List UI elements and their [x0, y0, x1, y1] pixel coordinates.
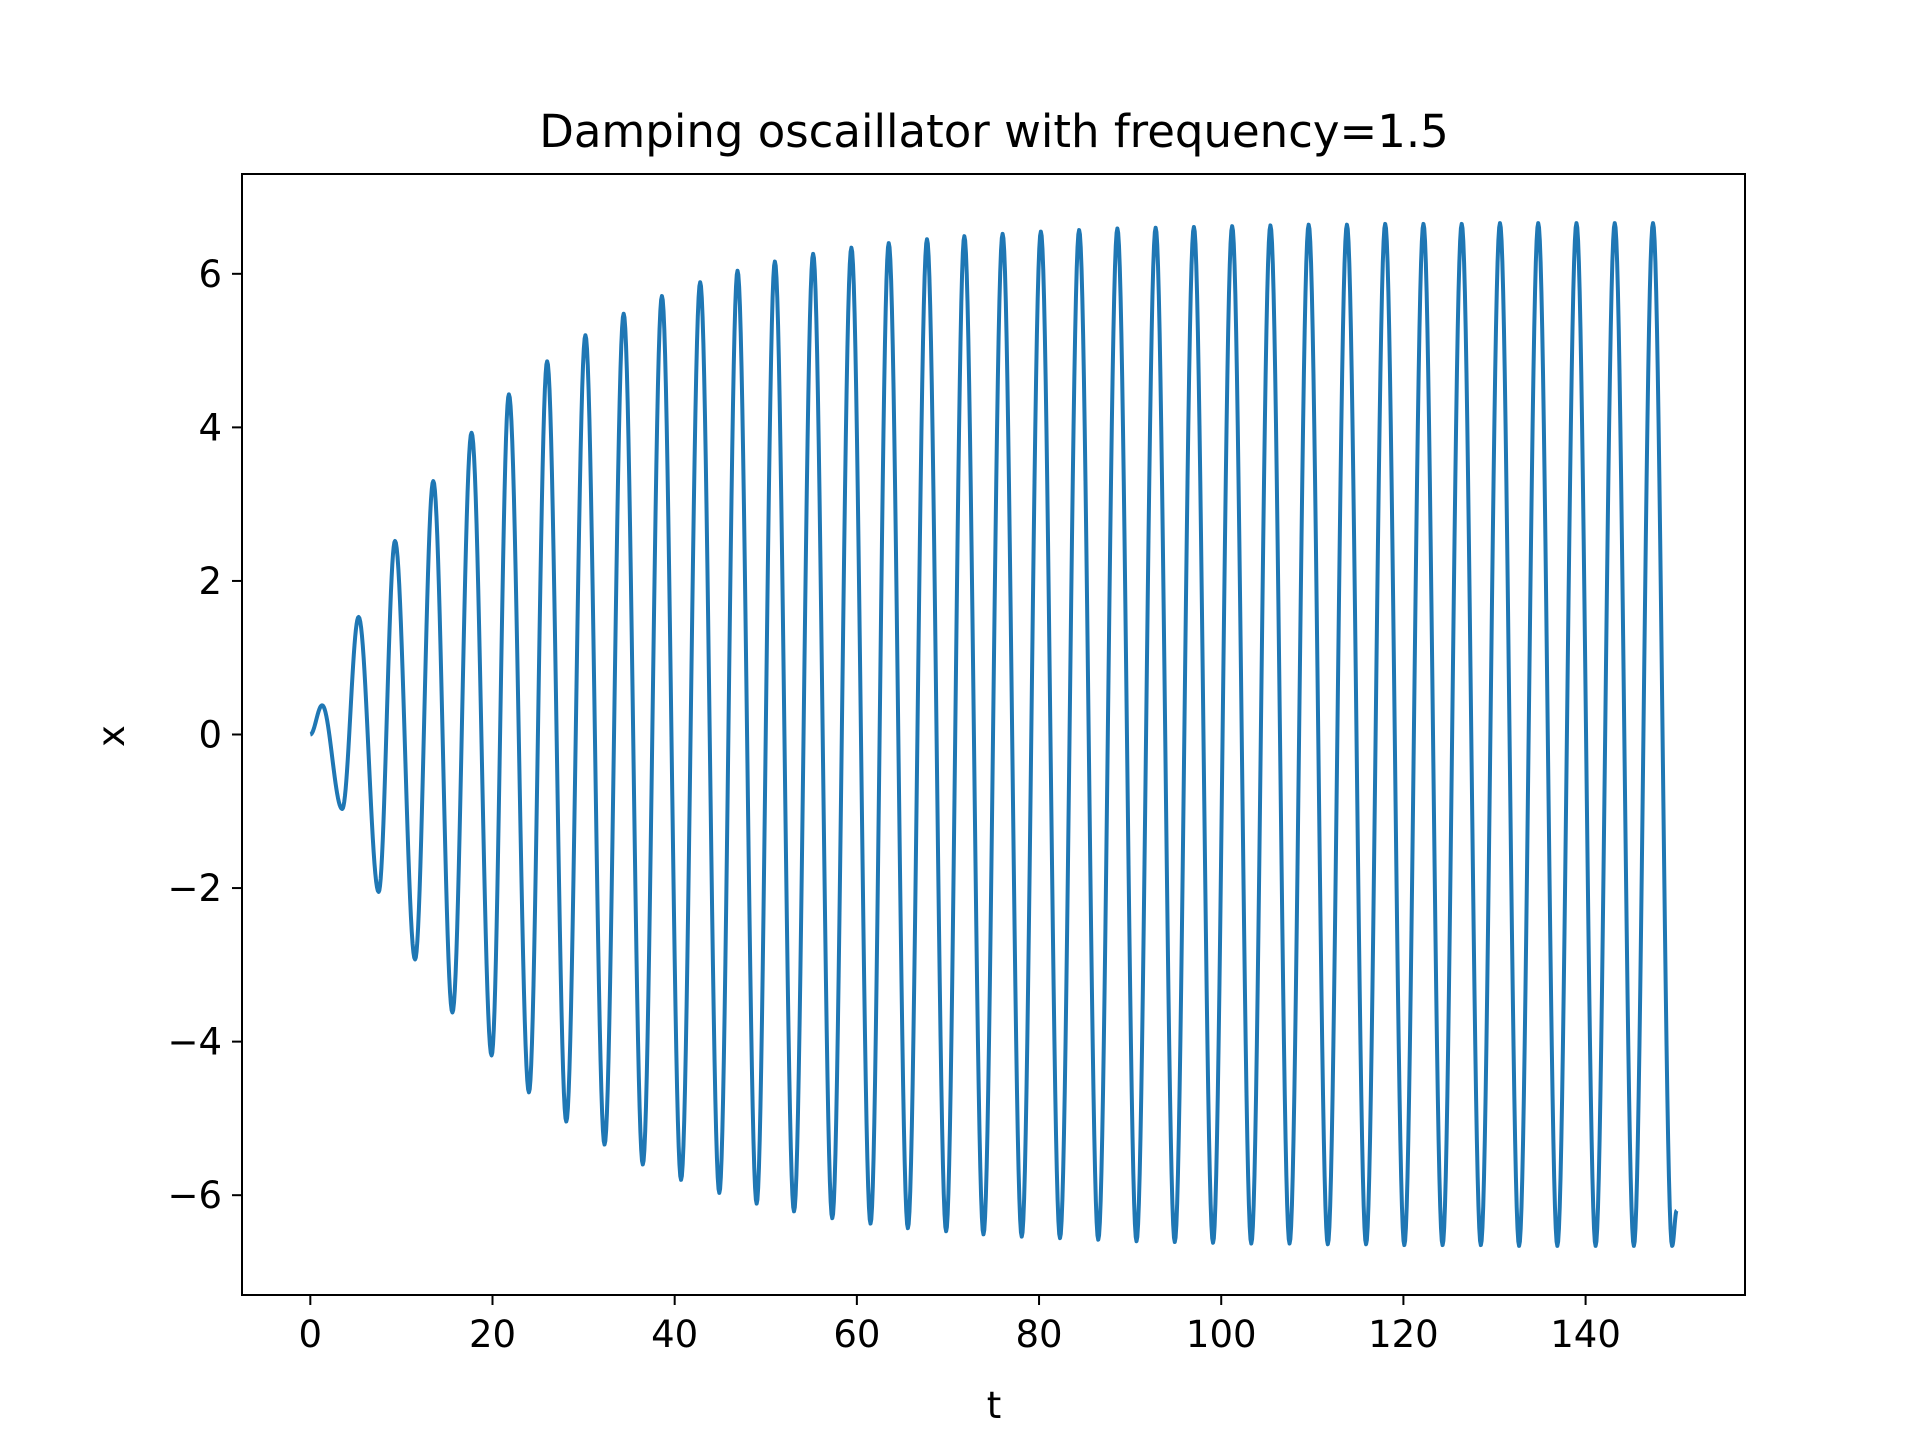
y-tick-label: 4: [198, 406, 222, 449]
plot-area: [308, 221, 1679, 1248]
x-tick-label: 40: [651, 1313, 698, 1356]
x-axis-ticks: 0 20 40 60 80 100 120 140: [299, 1295, 1621, 1356]
y-tick-label: 6: [198, 253, 222, 296]
y-tick-label: −2: [167, 867, 222, 910]
x-tick-label: 140: [1550, 1313, 1621, 1356]
x-tick-label: 60: [833, 1313, 880, 1356]
x-tick-label: 100: [1186, 1313, 1257, 1356]
x-tick-label: 0: [299, 1313, 323, 1356]
x-tick-label: 120: [1368, 1313, 1439, 1356]
x-axis-label: t: [987, 1384, 1002, 1427]
x-tick-label: 20: [469, 1313, 516, 1356]
series-line-x: [308, 221, 1679, 1248]
y-axis-ticks: −6 −4 −2 0 2 4 6: [167, 253, 242, 1217]
y-tick-label: −4: [167, 1021, 222, 1064]
y-axis-label: x: [90, 725, 133, 747]
y-tick-label: 0: [198, 714, 222, 757]
x-tick-label: 80: [1015, 1313, 1062, 1356]
y-tick-label: 2: [198, 560, 222, 603]
chart-title: Damping oscaillator with frequency=1.5: [539, 105, 1449, 158]
y-tick-label: −6: [167, 1174, 222, 1217]
